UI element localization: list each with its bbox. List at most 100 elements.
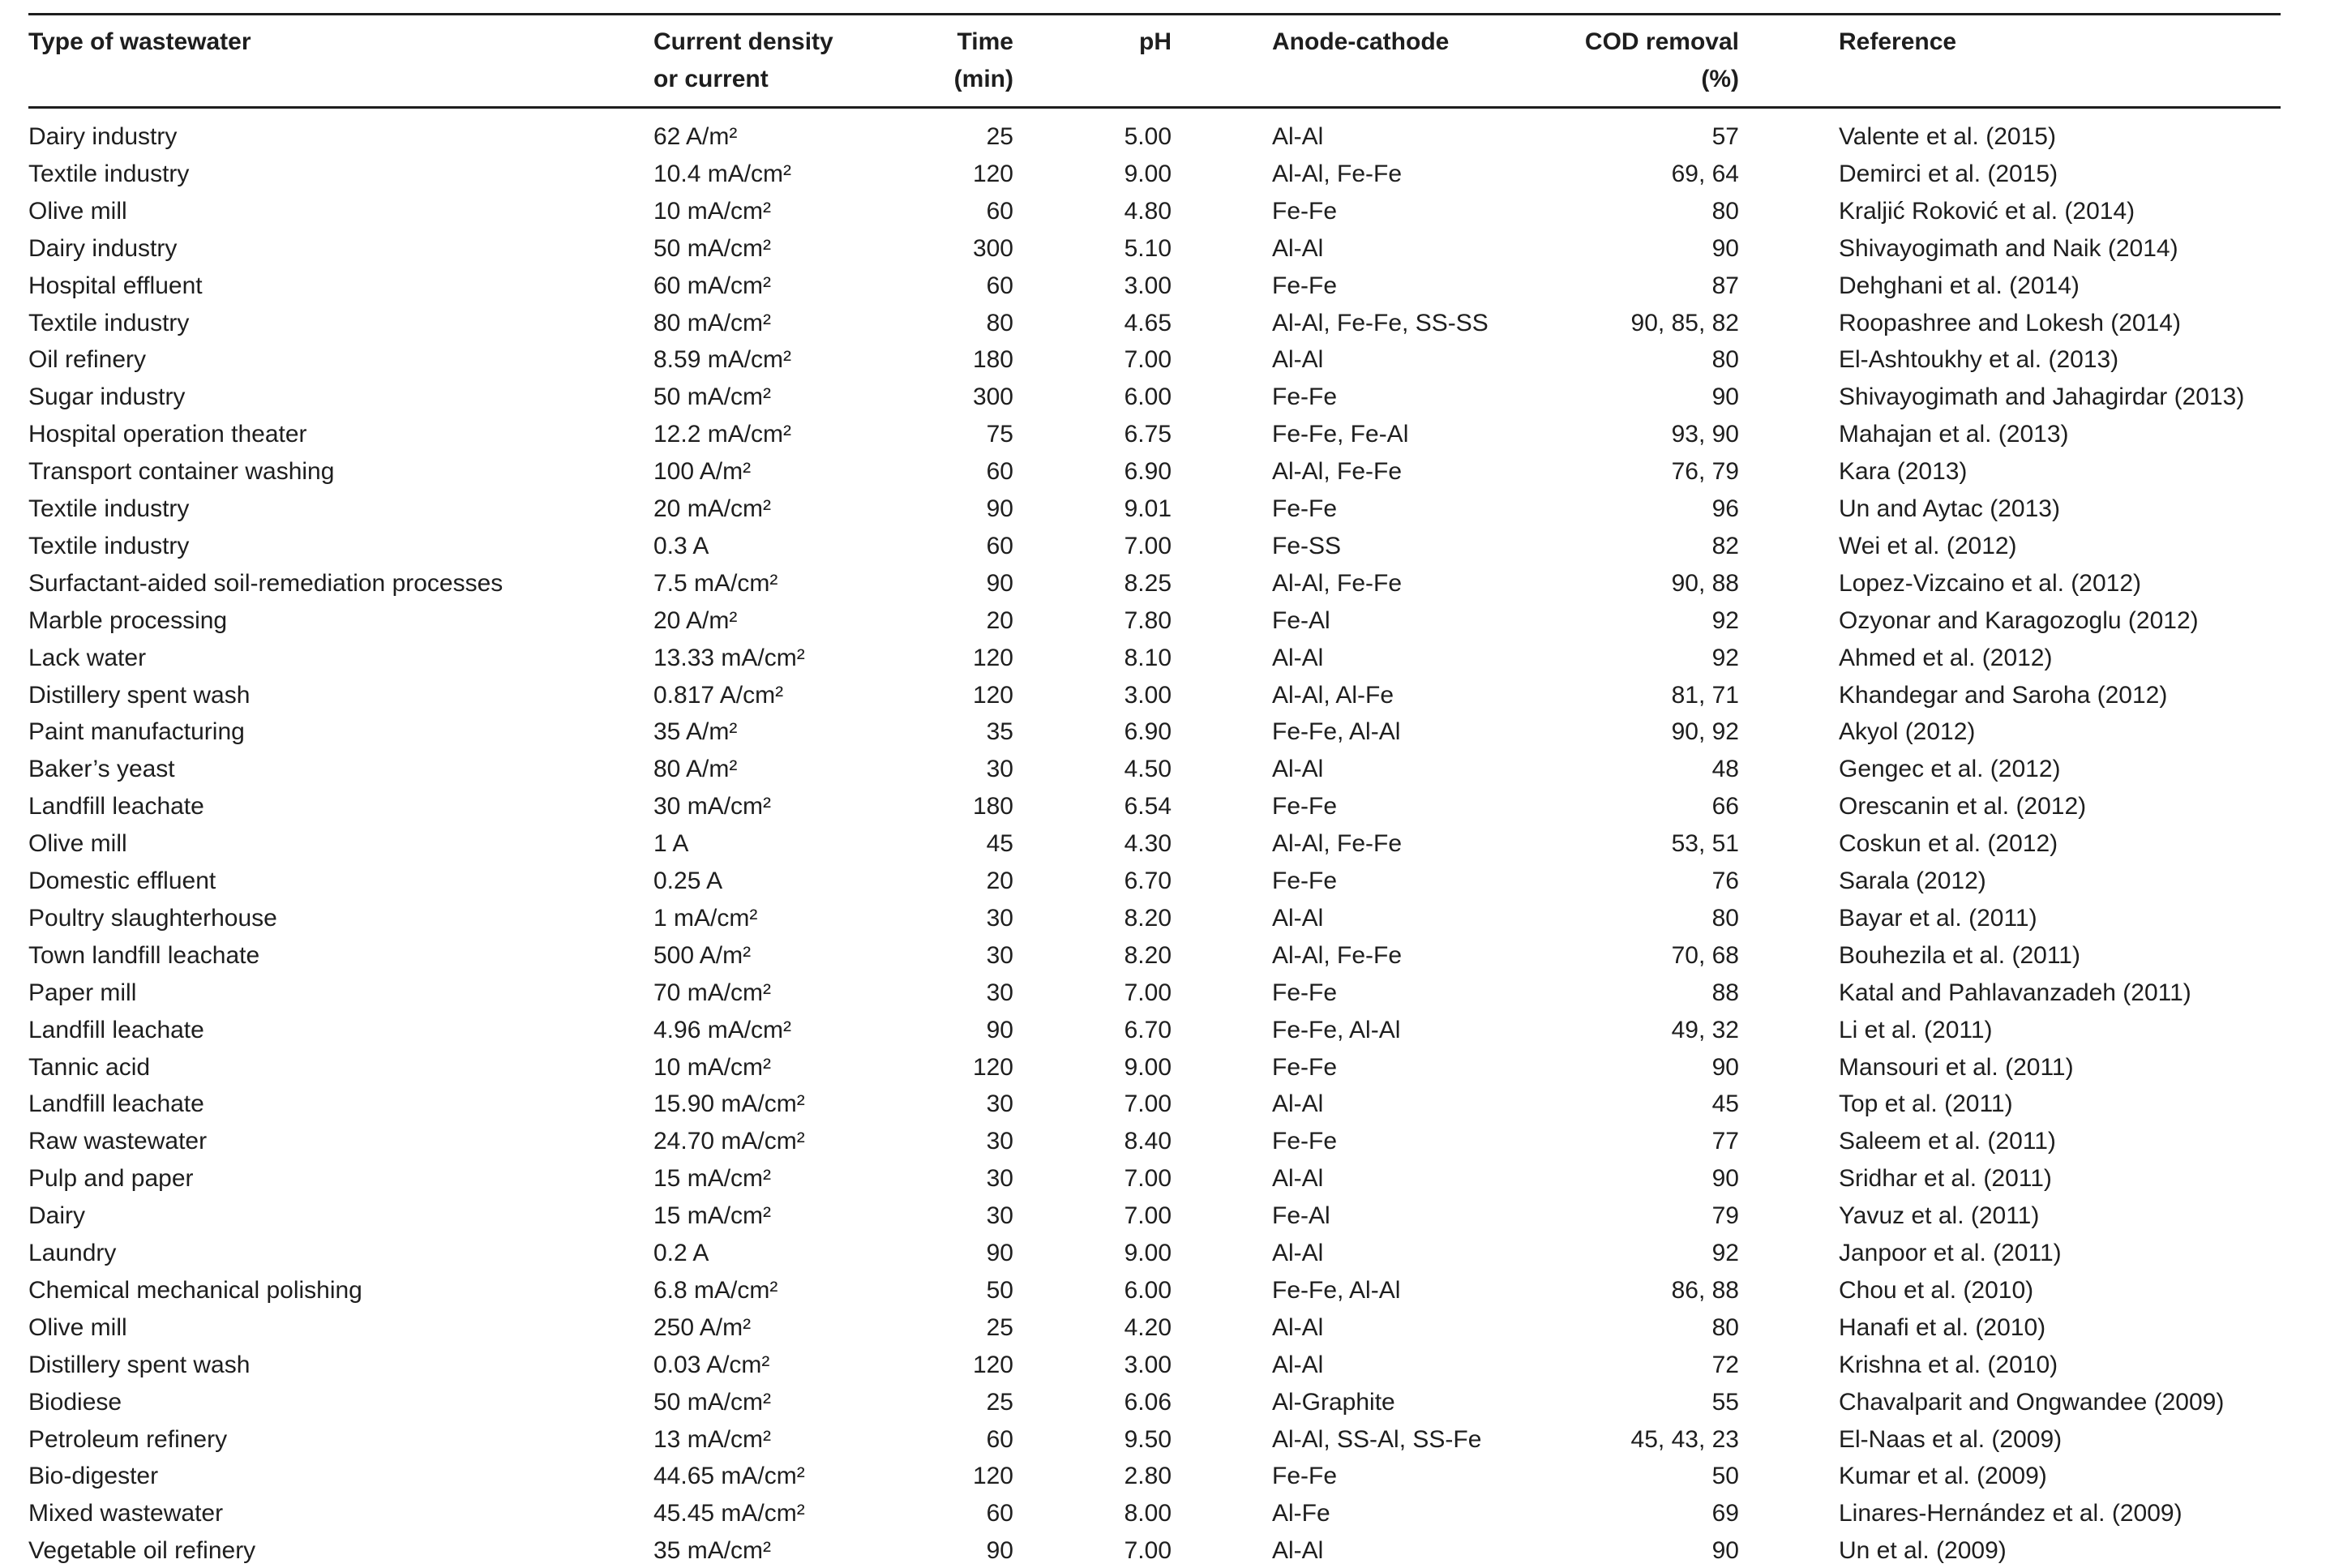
table-cell: Landfill leachate: [28, 793, 204, 820]
table-cell: 90: [1711, 1053, 1739, 1081]
table-cell: 120: [972, 1351, 1013, 1378]
table-cell: 6.00: [1124, 1276, 1172, 1304]
table-cell: Fe-SS: [1272, 532, 1342, 559]
table-cell: Town landfill leachate: [28, 941, 260, 969]
table-cell: 7.00: [1124, 979, 1172, 1006]
table-cell: 49, 32: [1671, 1016, 1739, 1043]
table-cell: Raw wastewater: [28, 1128, 208, 1155]
header-cell: (min): [953, 66, 1013, 92]
table-cell: El-Ashtoukhy et al. (2013): [1839, 346, 2119, 374]
table-cell: Dairy: [28, 1202, 86, 1230]
table-cell: 9.00: [1124, 1053, 1172, 1081]
table-cell: 92: [1711, 606, 1739, 634]
header-cell: Time: [957, 28, 1013, 55]
table-cell: 80: [986, 309, 1013, 336]
table-cell: Al-Al, SS-Al, SS-Fe: [1272, 1425, 1482, 1453]
table-cell: Al-Al: [1272, 234, 1324, 262]
top-rule: [28, 13, 2281, 15]
table-cell: 60: [986, 272, 1013, 299]
table-cell: Katal and Pahlavanzadeh (2011): [1839, 979, 2191, 1006]
table-cell: 15 mA/cm²: [653, 1165, 772, 1193]
table-cell: 9.01: [1124, 495, 1172, 522]
table-cell: Sugar industry: [28, 383, 186, 411]
table-cell: 20 mA/cm²: [653, 495, 772, 522]
table-cell: 90: [1711, 234, 1739, 262]
table-cell: 45: [986, 830, 1013, 858]
table-cell: Top et al. (2011): [1839, 1090, 2013, 1118]
table-cell: El-Naas et al. (2009): [1839, 1425, 2063, 1453]
table-cell: Biodiese: [28, 1388, 122, 1416]
table-cell: Fe-Fe: [1272, 383, 1338, 411]
table-cell: Textile industry: [28, 495, 190, 522]
table-cell: 87: [1711, 272, 1739, 299]
table-cell: 72: [1711, 1351, 1739, 1378]
table-cell: Hospital operation theater: [28, 421, 307, 448]
table-cell: 53, 51: [1671, 830, 1739, 858]
table-cell: 8.10: [1124, 644, 1172, 671]
table-cell: Al-Al: [1272, 644, 1324, 671]
table-cell: 50 mA/cm²: [653, 1388, 772, 1416]
table-cell: 8.40: [1124, 1128, 1172, 1155]
table-cell: 6.90: [1124, 718, 1172, 746]
table-cell: 50: [986, 1276, 1013, 1304]
table-cell: Tannic acid: [28, 1053, 151, 1081]
table-cell: Al-Al: [1272, 1165, 1324, 1193]
table-cell: Kumar et al. (2009): [1839, 1463, 2047, 1490]
table-cell: 30: [986, 979, 1013, 1006]
table-cell: 90: [986, 1240, 1013, 1266]
table-cell: 90: [986, 495, 1013, 522]
table-cell: Olive mill: [28, 197, 127, 225]
table-cell: 60: [986, 532, 1013, 559]
table-cell: Sridhar et al. (2011): [1839, 1165, 2052, 1193]
table-cell: Laundry: [28, 1240, 117, 1266]
table-cell: 25: [986, 1313, 1013, 1341]
table-cell: 7.00: [1124, 532, 1172, 559]
table-cell: 6.06: [1124, 1388, 1172, 1416]
table-cell: 180: [972, 793, 1013, 820]
table-cell: 120: [972, 1463, 1013, 1490]
table-cell: 4.30: [1124, 830, 1172, 858]
table-cell: 44.65 mA/cm²: [653, 1463, 805, 1490]
table-cell: 300: [972, 383, 1013, 411]
table-cell: 69, 64: [1671, 160, 1739, 187]
header-cell: Type of wastewater: [28, 28, 251, 55]
table-cell: Fe-Al: [1272, 606, 1330, 634]
table-cell: Fe-Fe, Al-Al: [1272, 718, 1401, 746]
table-cell: Fe-Fe: [1272, 1128, 1338, 1155]
table-cell: 80: [1711, 1313, 1739, 1341]
table-cell: Fe-Fe: [1272, 868, 1338, 894]
table-cell: 8.59 mA/cm²: [653, 346, 792, 374]
table-cell: Al-Al: [1272, 904, 1324, 932]
table-cell: Chavalparit and Ongwandee (2009): [1839, 1388, 2225, 1416]
table-cell: Textile industry: [28, 309, 190, 336]
table-cell: Mahajan et al. (2013): [1839, 421, 2069, 448]
table-cell: Saleem et al. (2011): [1839, 1128, 2056, 1155]
table-cell: Al-Al: [1272, 346, 1324, 374]
table-cell: Chemical mechanical polishing: [28, 1276, 362, 1304]
table-cell: 8.00: [1124, 1500, 1172, 1527]
table-cell: 10.4 mA/cm²: [653, 160, 792, 187]
table-cell: Dairy industry: [28, 234, 178, 262]
table-cell: Domestic effluent: [28, 868, 216, 894]
table-cell: 6.75: [1124, 421, 1172, 448]
table-cell: Kraljić Roković et al. (2014): [1839, 197, 2135, 225]
table-cell: Chou et al. (2010): [1839, 1276, 2034, 1304]
table-cell: 0.817 A/cm²: [653, 681, 784, 709]
table-cell: 10 mA/cm²: [653, 197, 772, 225]
table-cell: 6.8 mA/cm²: [653, 1276, 778, 1304]
table-cell: Al-Al, Fe-Fe, SS-SS: [1272, 309, 1489, 336]
table-cell: 9.00: [1124, 160, 1172, 187]
table-cell: 1 A: [653, 830, 689, 858]
table-cell: 6.54: [1124, 793, 1172, 820]
table-cell: 45, 43, 23: [1630, 1425, 1739, 1453]
table-cell: 3.00: [1124, 681, 1172, 709]
table-cell: Coskun et al. (2012): [1839, 830, 2058, 858]
table-cell: Al-Al: [1272, 756, 1324, 783]
table-cell: 60: [986, 197, 1013, 225]
table-cell: Distillery spent wash: [28, 681, 251, 709]
table-cell: 80: [1711, 197, 1739, 225]
table-cell: Textile industry: [28, 532, 190, 559]
table-cell: Shivayogimath and Jahagirdar (2013): [1839, 383, 2245, 411]
table-cell: Petroleum refinery: [28, 1425, 228, 1453]
table-cell: 0.25 A: [653, 868, 723, 894]
